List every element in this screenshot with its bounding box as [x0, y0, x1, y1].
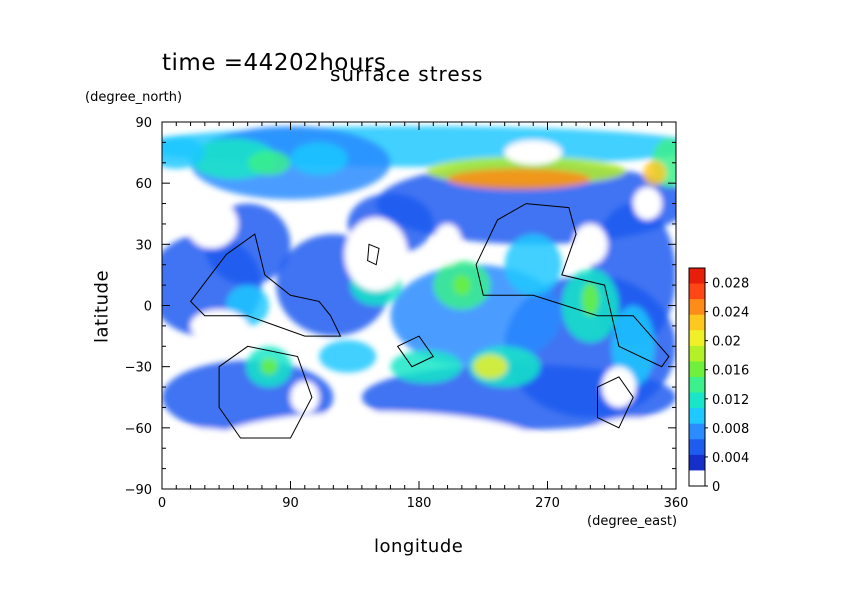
field-gap: [344, 217, 408, 292]
x-tick-label: 270: [535, 496, 560, 511]
field-patch: [247, 150, 291, 176]
y-tick-label: −90: [125, 483, 152, 498]
stress-field: [162, 126, 676, 489]
colorbar-swatch: [689, 408, 705, 425]
field-gap: [573, 223, 608, 265]
colorbar-tick-label: 0.02: [712, 335, 741, 350]
coast-small-island: [367, 243, 380, 266]
y-tick-label: 0: [144, 300, 152, 315]
x-tick-labels: 0 90 180 270 360: [158, 496, 689, 511]
coast-southwest-landmass: [218, 345, 313, 439]
field-patch: [581, 283, 599, 316]
field-gap: [190, 309, 248, 343]
y-tick-label: 60: [135, 177, 152, 192]
time-label: time =44202hours: [162, 50, 387, 76]
colorbar-tick-label: 0.004: [712, 451, 749, 466]
field-gap: [633, 187, 662, 220]
field-gap: [162, 427, 277, 489]
colorbar-swatch: [689, 423, 705, 440]
field-gap: [186, 199, 238, 249]
colorbar-swatch: [689, 314, 705, 331]
colorbar-tick-label: 0: [712, 480, 720, 495]
colorbar-tick-label: 0.012: [712, 393, 749, 408]
colorbar-swatch: [689, 268, 705, 285]
y-tick-label: 90: [135, 116, 152, 131]
colorbar-swatch: [689, 439, 705, 456]
colorbar-tick-label: 0.028: [712, 277, 749, 292]
axis-ticks: [161, 121, 677, 490]
colorbar-tick-label: 0.024: [712, 306, 749, 321]
field-patch: [611, 305, 655, 388]
colorbar-tick-label: 0.008: [712, 422, 749, 437]
field-patch: [453, 274, 471, 296]
coast-west-continent: [189, 233, 342, 337]
colorbar-tick-label: 0.016: [712, 364, 749, 379]
field-patch: [504, 234, 562, 296]
y-tick-labels: 90 60 30 0 −30 −60 −90: [125, 116, 152, 498]
field-gap: [576, 417, 676, 479]
coast-southeast-island: [597, 376, 634, 429]
colorbar: 0.028 0.024 0.02 0.016 0.012 0.008 0.004 0: [688, 267, 749, 495]
chart-title: surface stress: [330, 62, 484, 86]
y-tick-label: 30: [135, 238, 152, 253]
field-patch: [290, 142, 348, 176]
x-tick-label: 0: [158, 496, 166, 511]
field-patch: [260, 358, 278, 375]
field-patch: [319, 340, 377, 373]
field-patch: [162, 136, 205, 169]
x-axis-unit: (degree_east): [587, 514, 678, 529]
field-patch: [162, 360, 334, 434]
x-tick-label: 90: [282, 496, 299, 511]
colorbar-swatch: [689, 283, 705, 300]
field-patch: [447, 168, 591, 190]
field-gap: [204, 411, 548, 485]
x-tick-label: 360: [664, 496, 689, 511]
field-gap: [433, 223, 462, 265]
colorbar-swatch: [689, 361, 705, 378]
colorbar-swatch: [689, 377, 705, 394]
coast-small-basin: [396, 335, 435, 368]
field-gap: [601, 366, 637, 408]
y-axis-unit: (degree_north): [85, 90, 183, 105]
field-patch: [643, 160, 667, 186]
x-tick-label: 180: [407, 496, 432, 511]
colorbar-swatch: [689, 454, 705, 471]
colorbar-swatch: [689, 299, 705, 316]
y-tick-label: −60: [125, 422, 152, 437]
coast-east-continent: [475, 203, 670, 368]
field-patch: [473, 354, 508, 379]
colorbar-swatch: [689, 470, 705, 487]
field-patch: [390, 350, 462, 383]
colorbar-swatch: [689, 345, 705, 362]
field-gap: [290, 380, 320, 414]
y-tick-label: −30: [125, 361, 152, 376]
y-axis-label: latitude: [91, 269, 113, 344]
coastlines: [189, 203, 670, 439]
field-gap: [504, 140, 562, 165]
colorbar-swatch: [689, 330, 705, 347]
colorbar-swatch: [689, 392, 705, 409]
x-axis-label: longitude: [374, 536, 464, 557]
colorbar-frame: [688, 267, 706, 487]
